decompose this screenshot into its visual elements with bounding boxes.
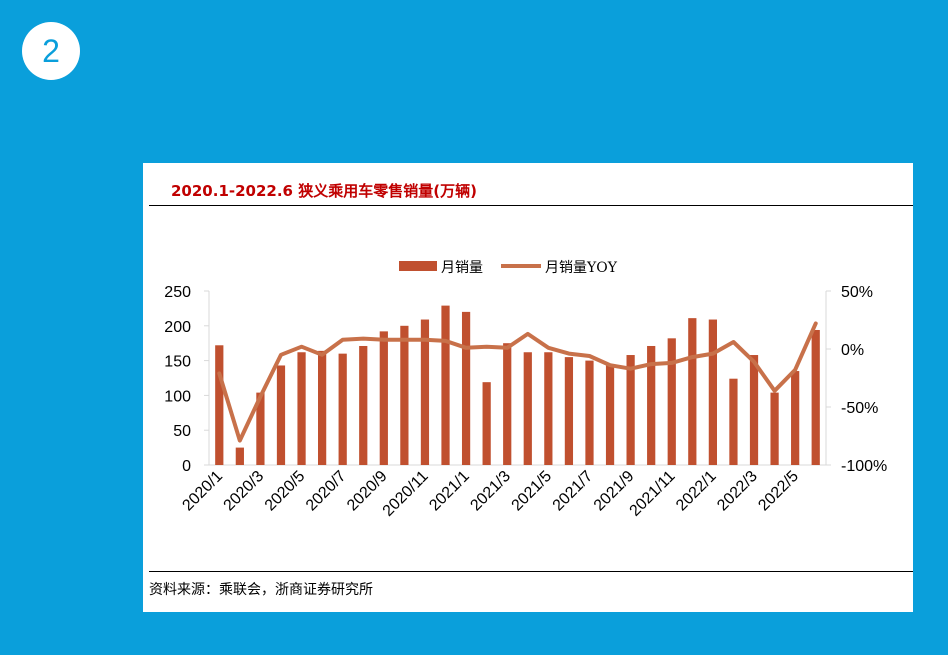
x-axis-tick-label: 2022/1 — [673, 468, 720, 515]
yoy-point-2020/11 — [424, 339, 426, 341]
step-number: 2 — [42, 32, 60, 69]
x-axis-tick-label: 2022/5 — [755, 468, 802, 515]
bar-2022/1 — [708, 319, 717, 465]
yoy-point-2021/5 — [547, 347, 549, 349]
chart-title: 2020.1-2022.6 狭义乘用车零售销量(万辆) — [171, 182, 477, 200]
x-axis-tick-label: 2021/1 — [426, 468, 473, 515]
x-axis-tick-label: 2020/5 — [262, 468, 309, 515]
bar-2022/2 — [729, 378, 738, 465]
yoy-point-2020/7 — [342, 339, 344, 341]
yoy-point-2022/2 — [732, 341, 734, 343]
bar-2020/8 — [359, 345, 368, 465]
source-note: 资料来源：乘联会，浙商证券研究所 — [149, 582, 373, 598]
bar-2022/6 — [811, 329, 820, 465]
yoy-point-2020/9 — [383, 339, 385, 341]
x-axis-tick-label: 2021/3 — [467, 468, 514, 515]
left-axis-tick-label: 0 — [182, 458, 191, 475]
right-axis-tick-label: 50% — [841, 284, 873, 301]
bar-2021/12 — [688, 318, 697, 465]
yoy-point-2022/4 — [774, 390, 776, 392]
bar-2021/4 — [523, 352, 532, 465]
chart-canvas: 月销量 月销量YOY 0 50 100 150 200 250 -100% -50% 0% 50%… — [164, 260, 887, 520]
x-axis-tick-label: 2021/7 — [550, 468, 597, 515]
yoy-line — [217, 321, 818, 443]
chart-legend: 月销量 月销量YOY — [399, 260, 618, 276]
bar-2021/5 — [544, 352, 553, 465]
yoy-point-2020/1 — [218, 372, 220, 374]
bar-2020/4 — [276, 365, 286, 465]
yoy-point-2022/5 — [794, 369, 796, 371]
yoy-point-2021/10 — [650, 363, 652, 365]
yoy-point-2021/9 — [630, 368, 632, 370]
bar-2020/7 — [338, 353, 347, 465]
legend-line-label: 月销量YOY — [545, 260, 618, 276]
x-axis-tick-label: 2021/11 — [626, 468, 678, 520]
source-divider — [149, 571, 913, 572]
title-divider — [149, 205, 913, 206]
bar-2021/2 — [482, 382, 491, 465]
bar-2021/1 — [461, 311, 471, 465]
yoy-point-2020/12 — [445, 340, 447, 342]
bar-2020/2 — [235, 447, 244, 465]
left-axis-tick-label: 100 — [164, 388, 191, 405]
yoy-point-2021/12 — [691, 356, 693, 358]
legend-bar-swatch — [399, 261, 437, 271]
bar-2020/3 — [256, 392, 265, 465]
bar-2021/6 — [564, 357, 574, 465]
yoy-point-2021/6 — [568, 353, 570, 355]
bar-2022/4 — [770, 392, 779, 465]
bar-2022/3 — [749, 355, 759, 465]
bar-2021/7 — [585, 360, 594, 465]
yoy-point-2022/6 — [815, 322, 817, 324]
left-axis-tick-label: 50 — [173, 423, 191, 440]
yoy-point-2020/6 — [321, 354, 323, 356]
bar-2022/5 — [791, 371, 800, 465]
bar-2020/11 — [420, 319, 430, 465]
yoy-point-2021/11 — [671, 362, 673, 364]
bar-2021/11 — [667, 338, 676, 465]
yoy-point-2021/2 — [486, 346, 488, 348]
x-axis-tick-label: 2022/3 — [714, 468, 761, 515]
x-axis-tick-label: 2020/3 — [221, 468, 268, 515]
yoy-point-2020/4 — [280, 354, 282, 356]
bar-2020/9 — [379, 331, 388, 465]
bar-2021/8 — [605, 364, 615, 465]
right-axis-tick-label: -50% — [841, 400, 878, 417]
yoy-point-2021/7 — [588, 355, 590, 357]
yoy-point-2021/1 — [465, 347, 467, 349]
bar-2021/9 — [626, 355, 635, 465]
yoy-point-2020/10 — [403, 339, 405, 341]
left-axis-tick-label: 150 — [164, 354, 191, 371]
bar-2021/10 — [647, 345, 656, 465]
yoy-point-2020/8 — [362, 338, 364, 340]
legend-bar-label: 月销量 — [441, 260, 483, 276]
step-number-badge: 2 — [22, 22, 80, 80]
right-axis-tick-label: 0% — [841, 342, 864, 359]
yoy-point-2020/5 — [301, 346, 303, 348]
bar-2020/6 — [318, 350, 327, 465]
x-axis-tick-label: 2020/11 — [380, 468, 432, 520]
right-axis-tick-label: -100% — [841, 458, 887, 475]
x-axis-tick-label: 2021/5 — [509, 468, 556, 515]
yoy-point-2021/4 — [527, 333, 529, 335]
bar-2020/1 — [215, 345, 224, 465]
chart-panel: 2020.1-2022.6 狭义乘用车零售销量(万辆) 月销量 月销量YOY 0… — [143, 163, 913, 612]
yoy-point-2021/8 — [609, 364, 611, 366]
bar-2021/3 — [503, 343, 512, 465]
bar-2020/10 — [400, 325, 409, 465]
yoy-point-2021/3 — [506, 347, 508, 349]
left-axis-tick-label: 200 — [164, 319, 191, 336]
x-axis-tick-label: 2020/7 — [303, 468, 350, 515]
bar-2020/5 — [297, 352, 306, 465]
bar-2020/12 — [441, 305, 450, 465]
yoy-point-2022/3 — [753, 361, 755, 363]
yoy-point-2020/3 — [259, 396, 261, 398]
left-axis-tick-label: 250 — [164, 284, 191, 301]
yoy-point-2020/2 — [239, 440, 241, 442]
yoy-point-2022/1 — [712, 353, 714, 355]
